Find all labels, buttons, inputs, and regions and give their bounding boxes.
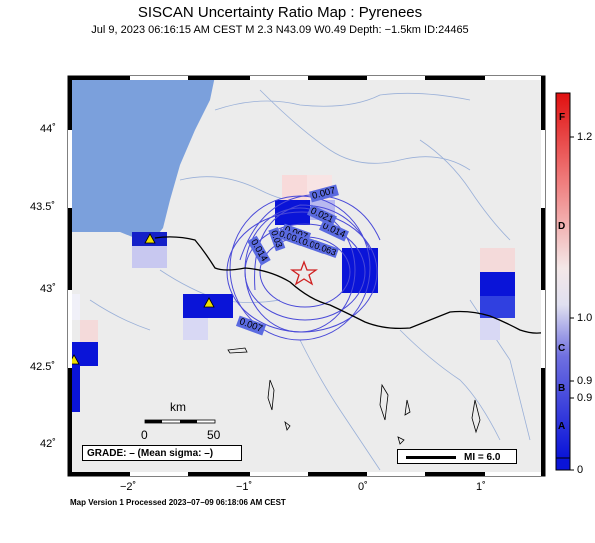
colorbar-min-swatch <box>555 457 571 471</box>
scale-max: 50 <box>207 428 221 442</box>
grade-letter: F <box>559 112 566 123</box>
epicenter-star-icon <box>289 260 319 286</box>
lat-tick-42: 42˚ <box>40 438 56 450</box>
processing-footer: Map Version 1 Processed 2023−07−09 06:18… <box>70 498 286 507</box>
lat-tick-43: 43˚ <box>40 283 56 295</box>
colorbar-tick-label: 1.2 <box>577 131 593 143</box>
map-title: SISCAN Uncertainty Ratio Map : Pyrenees <box>137 4 423 21</box>
country-border <box>154 236 546 334</box>
mi-legend: MI = 6.0 <box>397 449 517 464</box>
grade-box: GRADE: – (Mean sigma: –) <box>82 445 242 461</box>
scale-min: 0 <box>141 428 148 442</box>
scale-unit: km <box>170 400 186 414</box>
sea-area <box>68 76 215 238</box>
lat-tick-42-5: 42.5˚ <box>30 361 56 373</box>
grade-letter: D <box>558 221 566 232</box>
mi-bar <box>406 456 456 459</box>
frame-tick-gaps <box>68 76 545 476</box>
event-info: Jul 9, 2023 06:16:15 AM CEST M 2.3 N43.0… <box>91 24 469 36</box>
islands <box>227 347 481 445</box>
mi-label: MI = 6.0 <box>464 452 501 463</box>
lat-tick-44: 44˚ <box>40 123 56 135</box>
grade-letter: B <box>558 383 566 394</box>
colorbar-tick-label: 1.0 <box>577 312 593 324</box>
lon-tick-minus2: −2˚ <box>120 481 137 493</box>
colorbar-tick-label: 0.9 <box>577 375 593 387</box>
lat-tick-43-5: 43.5˚ <box>30 201 56 213</box>
grade-letter: C <box>558 343 566 354</box>
colorbar <box>555 92 571 459</box>
colorbar-ticks <box>570 136 574 471</box>
scale-bar <box>144 419 216 424</box>
colorbar-tick-label: 0 <box>577 464 584 476</box>
lon-tick-minus1: −1˚ <box>236 481 253 493</box>
lon-tick-1: 1˚ <box>476 481 486 493</box>
colorbar-tick-label: 0.9 <box>577 392 593 404</box>
grade-letter: A <box>558 421 566 432</box>
lon-tick-0: 0˚ <box>358 481 368 493</box>
